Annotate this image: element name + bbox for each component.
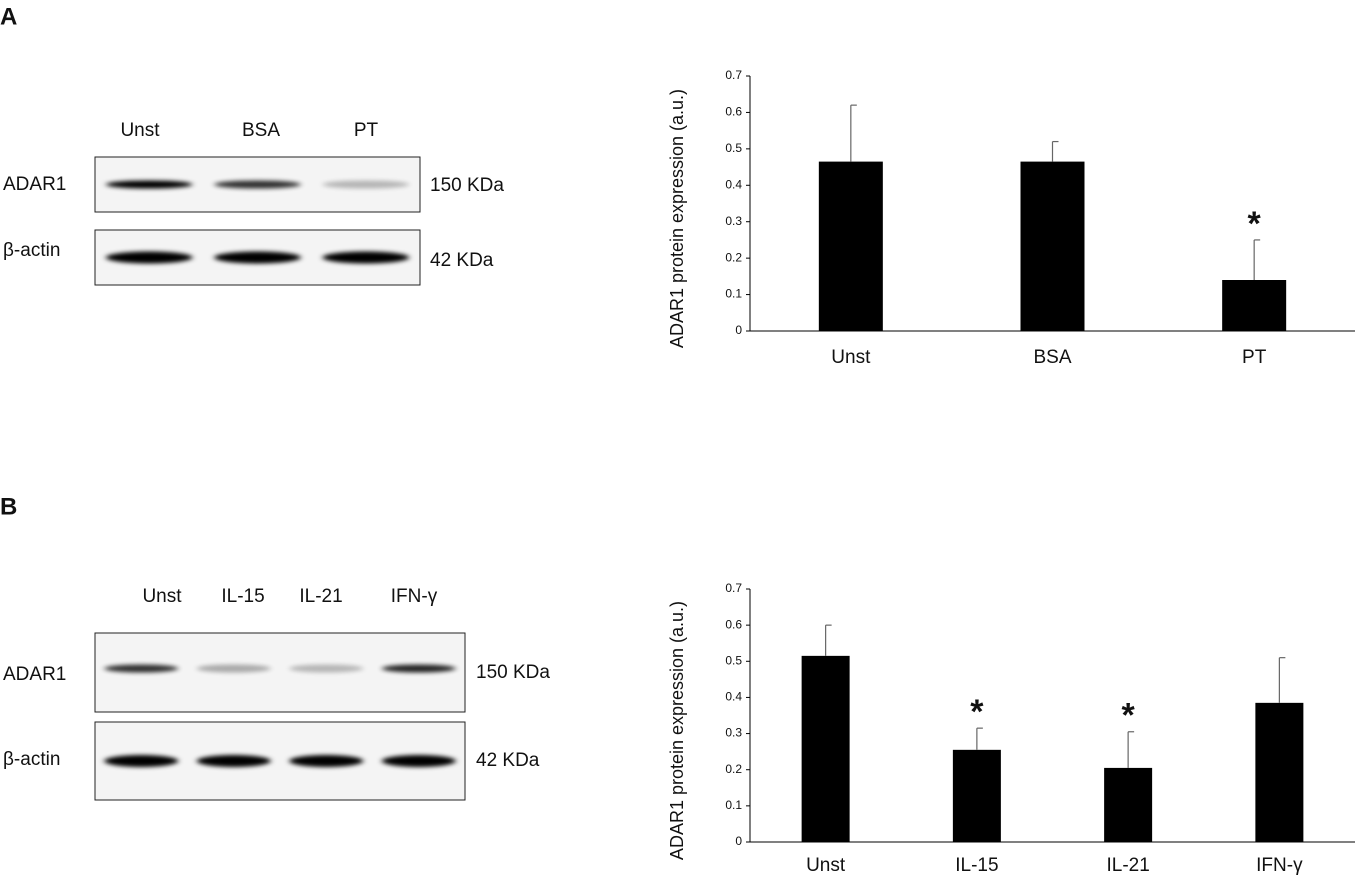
blot-band <box>289 755 364 767</box>
blot-band <box>105 251 193 264</box>
blot-band <box>322 180 410 189</box>
size-label: 42 KDa <box>476 750 540 771</box>
x-tick-label: PT <box>1242 347 1267 368</box>
y-tick-label: 0.7 <box>725 68 742 82</box>
blot-band <box>104 755 179 767</box>
lane-label: IL-21 <box>299 586 342 607</box>
error-bar <box>1278 657 1286 703</box>
blot-band <box>105 180 193 189</box>
lane-label: BSA <box>242 120 280 141</box>
error-bar <box>1253 239 1261 280</box>
y-tick-label: 0.4 <box>725 177 742 191</box>
blot-band <box>196 755 271 767</box>
blot-band <box>196 664 271 673</box>
y-tick-label: 0 <box>735 323 742 337</box>
bar <box>1255 702 1304 842</box>
size-label: 150 KDa <box>430 175 504 196</box>
size-label: 150 KDa <box>476 662 550 683</box>
y-tick-label: 0.6 <box>725 105 742 119</box>
blot-band <box>214 180 301 189</box>
panel-label: A <box>0 3 17 30</box>
row-label: β-actin <box>3 749 60 770</box>
bar <box>1104 767 1153 842</box>
error-bar <box>1051 140 1059 162</box>
error-bar <box>850 104 857 162</box>
error-bar <box>825 624 832 656</box>
blot-band <box>381 664 456 673</box>
row-label: β-actin <box>3 240 60 261</box>
blot-band <box>322 251 410 264</box>
lane-label: IL-15 <box>221 586 264 607</box>
y-tick-label: 0.3 <box>725 726 742 740</box>
x-tick-label: IL-21 <box>1106 855 1149 876</box>
significance-mark: * <box>970 693 984 731</box>
bar <box>1020 161 1085 331</box>
bar <box>801 655 850 842</box>
y-tick-label: 0.1 <box>725 798 742 812</box>
blot-band <box>104 664 179 673</box>
lane-label: Unst <box>142 586 182 607</box>
blot-membrane <box>94 632 466 713</box>
panel-label: B <box>0 493 17 520</box>
y-tick-label: 0.2 <box>725 250 742 264</box>
error-bar <box>976 727 983 750</box>
y-tick-label: 0.7 <box>725 581 742 595</box>
bar <box>952 749 1001 842</box>
lane-label: PT <box>354 120 379 141</box>
y-tick-label: 0.4 <box>725 690 742 704</box>
lane-label: Unst <box>120 120 160 141</box>
lane-label: IFN-γ <box>391 586 438 607</box>
y-tick-label: 0.5 <box>725 653 742 667</box>
blot-band <box>289 664 364 673</box>
y-tick-label: 0.5 <box>725 141 742 155</box>
y-tick-label: 0.1 <box>725 287 742 301</box>
blot-band <box>381 755 456 767</box>
error-bar <box>1127 731 1135 768</box>
blot-band <box>214 251 301 264</box>
size-label: 42 KDa <box>430 250 494 271</box>
row-label: ADAR1 <box>3 664 66 685</box>
significance-mark: * <box>1122 697 1136 735</box>
y-tick-label: 0.3 <box>725 214 742 228</box>
bar <box>818 161 883 331</box>
x-tick-label: IFN-γ <box>1256 855 1303 876</box>
y-axis-label: ADAR1 protein expression (a.u.) <box>667 89 687 348</box>
y-tick-label: 0 <box>735 834 742 848</box>
x-tick-label: Unst <box>831 347 871 368</box>
x-tick-label: Unst <box>806 855 846 876</box>
x-tick-label: IL-15 <box>955 855 998 876</box>
bar <box>1222 280 1287 331</box>
row-label: ADAR1 <box>3 174 66 195</box>
y-axis-label: ADAR1 protein expression (a.u.) <box>667 601 687 860</box>
significance-mark: * <box>1248 205 1262 243</box>
y-tick-label: 0.6 <box>725 617 742 631</box>
y-tick-label: 0.2 <box>725 762 742 776</box>
x-tick-label: BSA <box>1033 347 1071 368</box>
